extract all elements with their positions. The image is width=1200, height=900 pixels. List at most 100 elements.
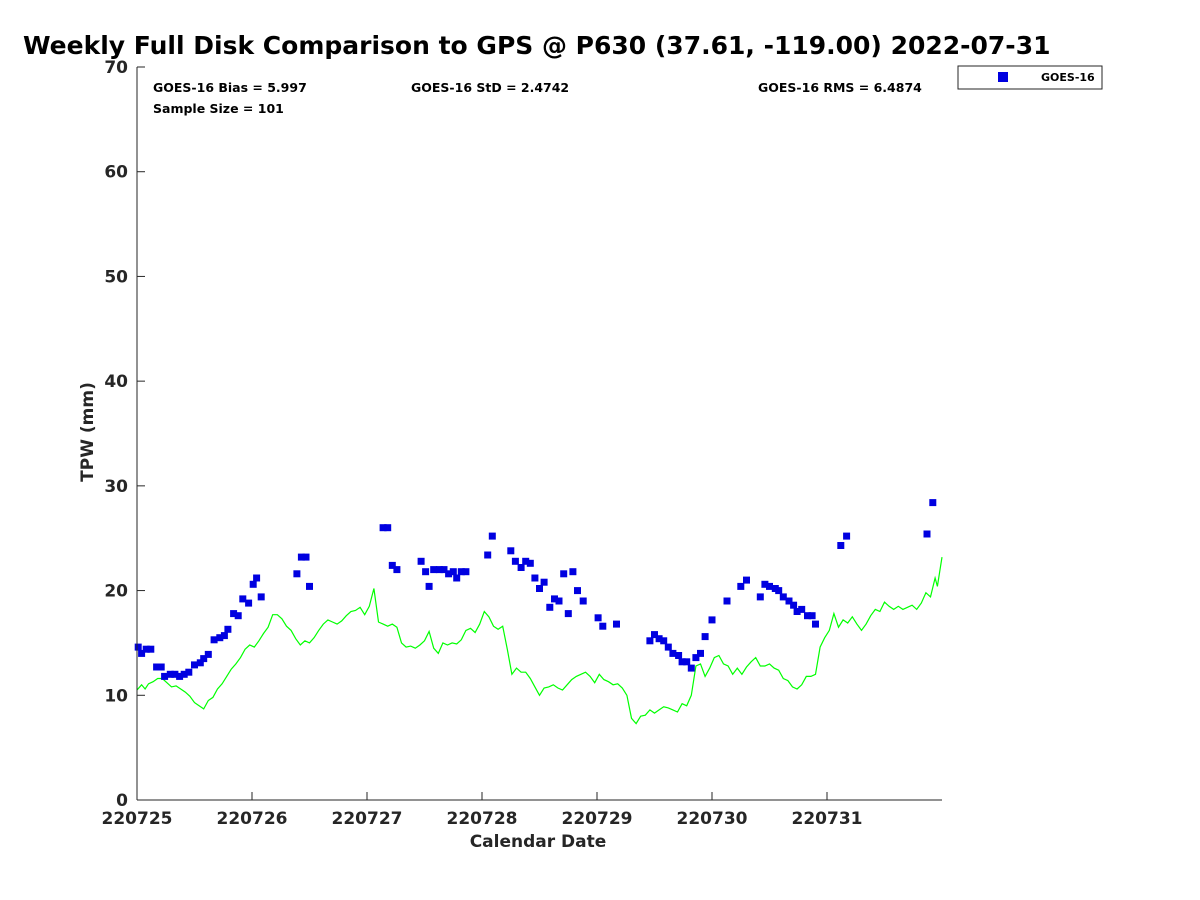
goes-point <box>230 610 238 618</box>
goes-point <box>239 595 247 603</box>
goes-point <box>808 612 816 620</box>
x-tick-label: 220731 <box>792 809 863 829</box>
x-tick-label: 220725 <box>102 809 173 829</box>
y-tick-label: 40 <box>104 372 128 392</box>
goes-point <box>157 663 165 671</box>
goes-point <box>511 557 519 565</box>
goes-point <box>185 668 193 676</box>
goes-point <box>417 557 425 565</box>
stat-rms: GOES-16 RMS = 6.4874 <box>758 80 922 95</box>
goes-point <box>560 570 568 578</box>
goes-point <box>526 559 534 567</box>
goes-point <box>180 670 188 678</box>
goes-point <box>574 587 581 595</box>
goes-point <box>138 649 146 657</box>
y-tick-label: 10 <box>104 686 128 706</box>
goes-point <box>245 599 253 607</box>
goes-point <box>683 658 691 666</box>
goes-point <box>393 566 401 574</box>
x-axis-label: Calendar Date <box>470 832 607 852</box>
y-axis-ticks: 0 10 20 30 40 50 60 70 <box>104 58 145 811</box>
legend-box <box>957 65 1103 90</box>
goes-point <box>551 595 558 603</box>
goes-point <box>837 542 845 549</box>
goes-point <box>191 661 198 669</box>
goes-point <box>449 568 457 576</box>
goes-point <box>220 632 228 640</box>
goes-point <box>540 578 548 586</box>
goes-point <box>594 614 602 622</box>
goes-point <box>812 620 819 628</box>
x-tick-label: 220728 <box>447 809 518 829</box>
goes-point <box>200 655 208 663</box>
legend: GOES-16 <box>957 65 1103 90</box>
goes-point <box>555 597 563 605</box>
goes-point <box>843 532 851 540</box>
goes-point <box>790 601 798 609</box>
goes-point <box>569 568 577 576</box>
goes-point <box>923 530 931 538</box>
goes-point <box>737 582 745 590</box>
goes-point <box>599 622 607 630</box>
y-tick-label: 60 <box>104 163 128 183</box>
goes-point <box>793 608 801 615</box>
goes-point <box>664 643 672 651</box>
goes-point <box>257 593 265 601</box>
goes-point <box>536 585 543 592</box>
goes-point <box>453 574 461 582</box>
goes-point <box>216 634 224 642</box>
x-tick-label: 220729 <box>562 809 633 829</box>
goes-point <box>457 568 465 576</box>
goes-point <box>660 637 668 645</box>
goes-point <box>779 593 787 601</box>
goes-point <box>445 570 453 578</box>
goes-point <box>153 663 161 671</box>
goes-point <box>651 631 658 639</box>
goes-point <box>678 658 686 666</box>
y-tick-label: 0 <box>116 791 128 811</box>
goes-point <box>440 566 448 574</box>
plot-area: 220725 220726 220727 220728 220729 220730 2207… <box>102 58 943 829</box>
gps-line <box>136 557 943 725</box>
goes-series <box>134 499 937 680</box>
goes-point <box>804 612 811 620</box>
goes-point <box>546 603 554 611</box>
goes-point <box>646 637 654 645</box>
goes-point <box>697 649 704 657</box>
goes-point <box>425 582 433 590</box>
goes-point <box>161 672 169 680</box>
goes-point <box>142 645 150 653</box>
goes-point <box>430 566 438 574</box>
goes-point <box>692 654 700 662</box>
goes-point <box>579 597 587 605</box>
goes-point <box>675 652 683 659</box>
goes-point <box>507 547 515 555</box>
goes-point <box>655 635 663 643</box>
goes-point <box>171 670 179 678</box>
x-axis-ticks: 220725 220726 220727 220728 220729 220730 2207… <box>102 792 863 829</box>
goes-point <box>224 625 232 633</box>
goes-point <box>210 636 218 644</box>
goes-point <box>134 643 142 651</box>
chart-title: Weekly Full Disk Comparison to GPS @ P63… <box>23 31 1050 60</box>
goes-point <box>384 524 392 532</box>
x-tick-label: 220730 <box>677 809 748 829</box>
goes-point <box>249 580 257 588</box>
x-tick-label: 220727 <box>332 809 403 829</box>
goes-point <box>293 570 301 578</box>
goes-point <box>253 574 261 582</box>
stat-std: GOES-16 StD = 2.4742 <box>411 80 569 95</box>
goes-point <box>517 564 525 571</box>
goes-point <box>488 532 496 540</box>
legend-label-goes: GOES-16 <box>1041 71 1095 84</box>
goes-point <box>388 561 396 569</box>
goes-point <box>484 551 492 559</box>
goes-point <box>798 605 806 613</box>
goes-point <box>196 659 204 667</box>
goes-point <box>687 664 695 672</box>
goes-point <box>435 566 443 574</box>
goes-point <box>176 672 184 680</box>
goes-point <box>743 576 750 584</box>
x-tick-label: 220726 <box>217 809 288 829</box>
